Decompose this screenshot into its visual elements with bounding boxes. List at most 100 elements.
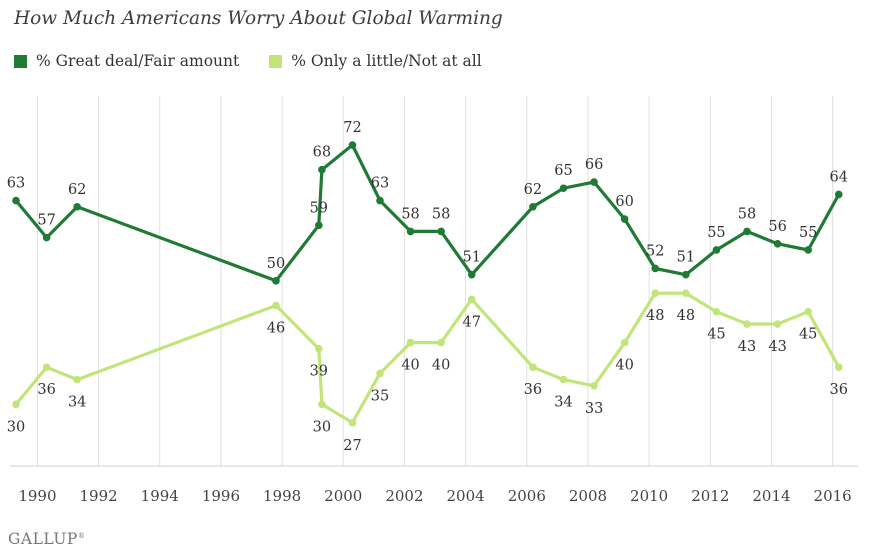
data-label-0-20: 55 — [799, 225, 817, 241]
data-point-0-21 — [834, 190, 843, 199]
data-label-1-3: 46 — [267, 321, 285, 337]
legend-label-only-little: % Only a little/Not at all — [291, 52, 482, 70]
data-label-0-17: 55 — [707, 225, 725, 241]
legend-swatch-great-deal — [14, 54, 27, 68]
data-point-0-12 — [559, 184, 568, 193]
data-point-0-18 — [743, 227, 751, 236]
data-point-1-16 — [682, 289, 690, 297]
x-tick-label-2012: 2012 — [691, 487, 729, 505]
x-tick-label-2004: 2004 — [447, 487, 485, 505]
line-chart: 1990 1992 1994 1996 1998 2000 2002 2004 2006 2008… — [7, 96, 858, 505]
data-point-0-13 — [590, 178, 598, 186]
legend-item-great-deal[interactable]: % Great deal/Fair amount — [14, 52, 239, 70]
data-label-1-14: 40 — [615, 358, 633, 374]
chart-legend: % Great deal/Fair amount % Only a little… — [14, 52, 512, 70]
data-label-1-9: 40 — [432, 358, 450, 374]
data-point-1-21 — [834, 363, 843, 372]
data-label-0-19: 56 — [768, 219, 786, 235]
data-label-1-12: 34 — [554, 395, 572, 411]
x-tick-label-2014: 2014 — [752, 487, 790, 505]
data-point-1-1 — [42, 363, 51, 372]
brand-mark: ® — [77, 531, 86, 540]
data-point-1-20 — [804, 307, 812, 316]
x-tick-label-2010: 2010 — [630, 487, 668, 505]
data-label-1-7: 35 — [371, 388, 389, 404]
data-point-0-20 — [804, 246, 812, 254]
x-tick-label-1996: 1996 — [202, 487, 240, 505]
series-line-1 — [14, 291, 841, 425]
data-point-0-16 — [682, 270, 690, 279]
data-point-1-8 — [406, 338, 415, 347]
data-point-1-3 — [272, 301, 280, 310]
x-tick-label-1990: 1990 — [18, 487, 56, 505]
data-label-0-5: 68 — [313, 145, 331, 161]
data-label-1-13: 33 — [585, 401, 603, 417]
data-point-1-7 — [376, 369, 384, 378]
x-tick-label-1998: 1998 — [263, 487, 301, 505]
data-point-1-12 — [559, 375, 568, 384]
data-label-0-13: 66 — [585, 157, 603, 173]
data-point-0-17 — [712, 246, 721, 254]
data-label-0-6: 72 — [343, 120, 361, 136]
data-point-0-9 — [437, 227, 445, 236]
data-point-0-0 — [12, 196, 20, 205]
series-line-0 — [14, 143, 841, 283]
data-point-0-1 — [42, 233, 51, 242]
x-tick-label-2008: 2008 — [569, 487, 607, 505]
data-label-1-8: 40 — [401, 358, 419, 374]
data-label-0-12: 65 — [554, 163, 572, 179]
data-point-0-8 — [406, 227, 415, 236]
data-label-0-18: 58 — [738, 206, 756, 222]
data-label-0-3: 50 — [267, 256, 285, 272]
data-label-1-11: 36 — [524, 382, 542, 398]
data-label-0-11: 62 — [524, 182, 542, 198]
data-point-1-2 — [73, 375, 81, 384]
data-point-0-6 — [348, 141, 357, 149]
data-point-1-6 — [348, 418, 357, 427]
data-point-0-7 — [376, 196, 384, 205]
data-label-0-2: 62 — [68, 182, 86, 198]
x-tick-label-1992: 1992 — [79, 487, 117, 505]
data-label-1-17: 45 — [707, 327, 725, 343]
data-point-1-17 — [712, 307, 721, 316]
data-label-0-9: 58 — [432, 206, 450, 222]
data-point-1-11 — [529, 363, 537, 372]
data-label-0-14: 60 — [615, 194, 633, 210]
x-tick-label-2016: 2016 — [814, 487, 852, 505]
data-point-1-13 — [590, 381, 598, 390]
x-tick-label-2002: 2002 — [385, 487, 423, 505]
data-label-1-6: 27 — [343, 438, 361, 454]
data-point-0-5 — [318, 165, 326, 174]
data-label-0-1: 57 — [37, 213, 55, 229]
chart-title: How Much Americans Worry About Global Wa… — [14, 8, 503, 29]
legend-item-only-little[interactable]: % Only a little/Not at all — [269, 52, 482, 70]
data-label-0-7: 63 — [371, 176, 389, 192]
x-tick-label-1994: 1994 — [141, 487, 179, 505]
data-point-0-3 — [272, 277, 280, 285]
data-point-1-15 — [651, 289, 660, 297]
data-label-0-15: 52 — [646, 243, 664, 259]
x-tick-label-2000: 2000 — [324, 487, 362, 505]
data-point-1-18 — [743, 320, 751, 328]
data-point-0-14 — [620, 215, 629, 223]
data-point-1-19 — [773, 320, 782, 328]
data-point-0-2 — [73, 202, 81, 211]
gallup-logo: GALLUP® — [8, 530, 85, 548]
data-label-1-20: 45 — [799, 327, 817, 343]
data-label-0-0: 63 — [7, 176, 25, 192]
data-label-1-16: 48 — [677, 308, 695, 324]
data-label-1-5: 30 — [313, 419, 331, 435]
data-point-1-14 — [620, 338, 629, 347]
data-point-1-10 — [467, 295, 476, 304]
data-point-0-10 — [467, 270, 476, 279]
data-label-1-1: 36 — [37, 382, 55, 398]
data-label-0-21: 64 — [830, 169, 848, 185]
data-point-0-11 — [529, 202, 537, 211]
data-label-1-19: 43 — [768, 339, 786, 355]
data-label-1-10: 47 — [463, 314, 481, 330]
data-point-1-5 — [318, 400, 326, 409]
data-label-1-15: 48 — [646, 308, 664, 324]
data-point-0-15 — [651, 264, 660, 273]
data-label-0-8: 58 — [401, 206, 419, 222]
x-tick-label-2006: 2006 — [508, 487, 546, 505]
